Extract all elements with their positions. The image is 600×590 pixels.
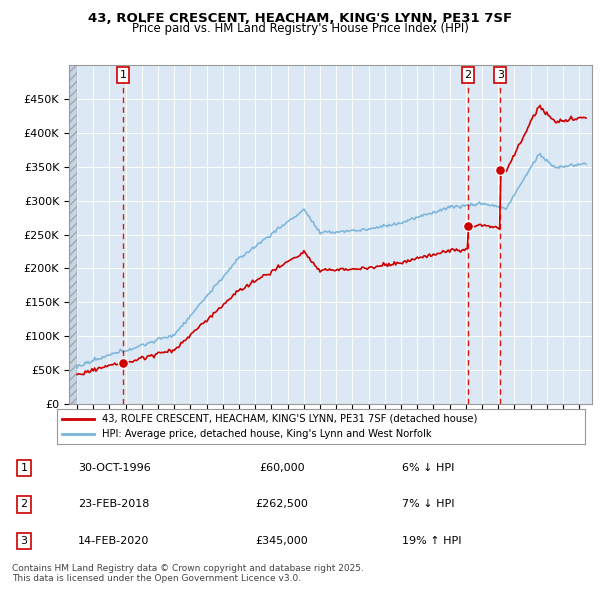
Bar (69, 65, 77, 404)
Text: £60,000: £60,000 (259, 463, 305, 473)
Text: 3: 3 (20, 536, 28, 546)
Text: 14-FEB-2020: 14-FEB-2020 (78, 536, 149, 546)
Text: 2: 2 (20, 500, 28, 509)
Text: 7% ↓ HPI: 7% ↓ HPI (402, 500, 455, 509)
Text: 23-FEB-2018: 23-FEB-2018 (78, 500, 149, 509)
Text: £345,000: £345,000 (256, 536, 308, 546)
Text: Contains HM Land Registry data © Crown copyright and database right 2025.
This d: Contains HM Land Registry data © Crown c… (12, 563, 364, 583)
Text: 3: 3 (497, 70, 503, 80)
Text: 1: 1 (20, 463, 28, 473)
Text: 6% ↓ HPI: 6% ↓ HPI (402, 463, 454, 473)
Text: 2: 2 (464, 70, 472, 80)
Text: HPI: Average price, detached house, King's Lynn and West Norfolk: HPI: Average price, detached house, King… (102, 430, 431, 440)
Text: Price paid vs. HM Land Registry's House Price Index (HPI): Price paid vs. HM Land Registry's House … (131, 22, 469, 35)
Text: 43, ROLFE CRESCENT, HEACHAM, KING'S LYNN, PE31 7SF (detached house): 43, ROLFE CRESCENT, HEACHAM, KING'S LYNN… (102, 414, 477, 424)
Text: 19% ↑ HPI: 19% ↑ HPI (402, 536, 461, 546)
Text: 30-OCT-1996: 30-OCT-1996 (78, 463, 151, 473)
Bar (69, 65, 77, 404)
Text: 1: 1 (119, 70, 127, 80)
Text: 43, ROLFE CRESCENT, HEACHAM, KING'S LYNN, PE31 7SF: 43, ROLFE CRESCENT, HEACHAM, KING'S LYNN… (88, 12, 512, 25)
Text: £262,500: £262,500 (256, 500, 308, 509)
